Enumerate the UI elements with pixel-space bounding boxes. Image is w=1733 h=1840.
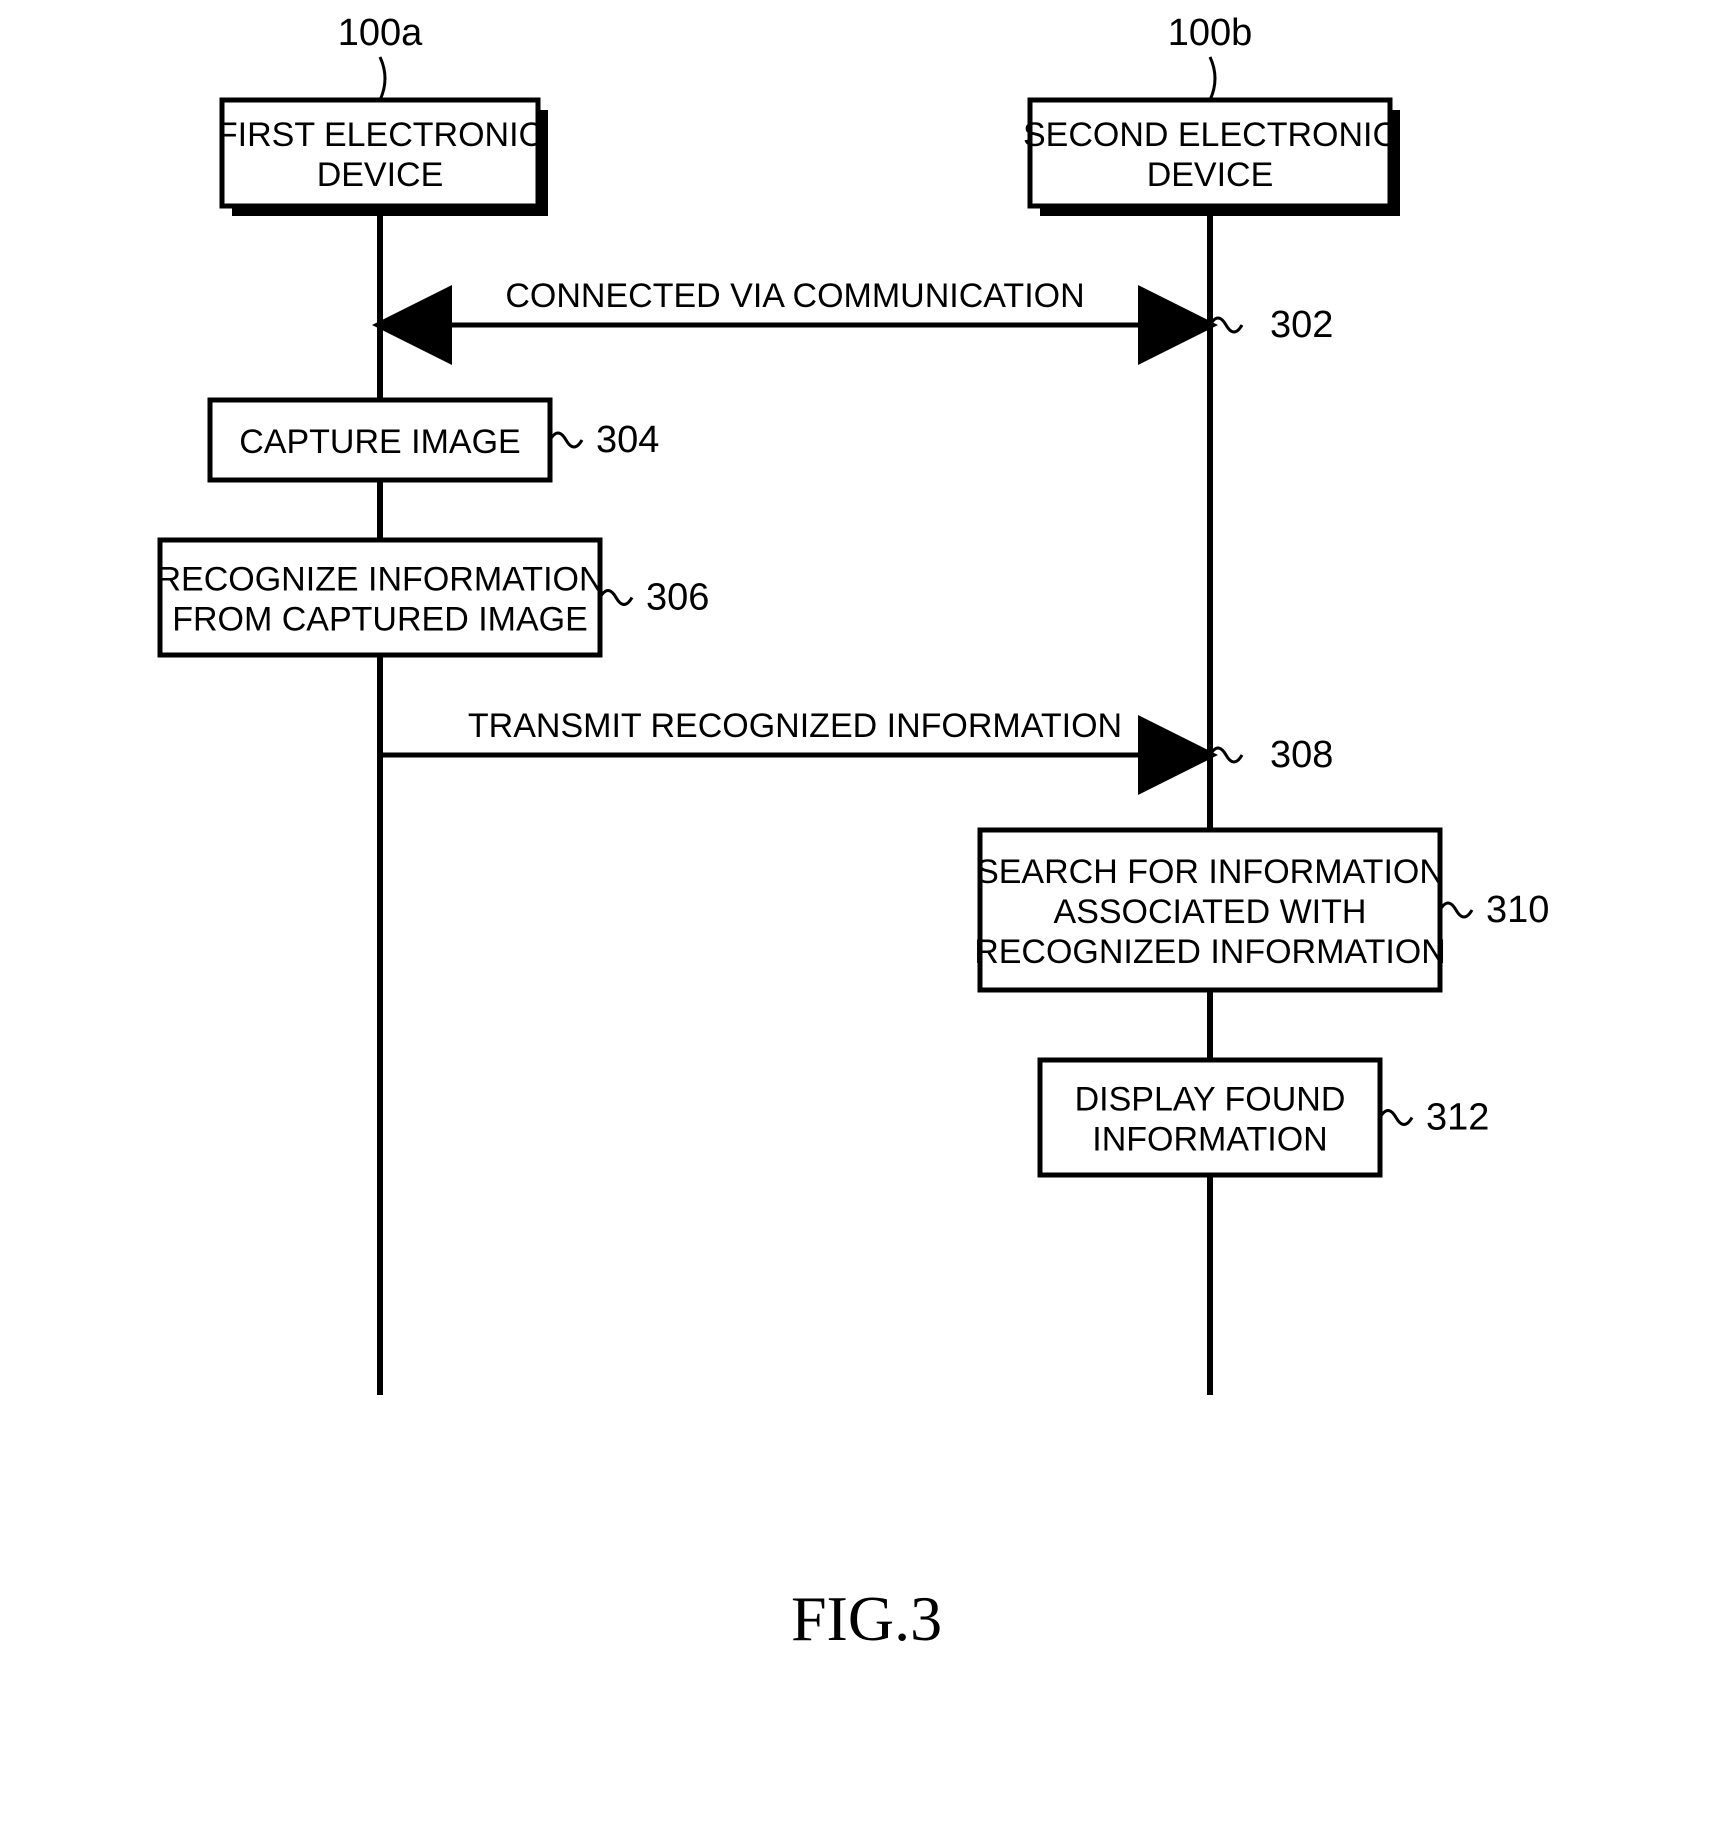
- step-capture-image-label-1: CAPTURE IMAGE: [239, 423, 520, 461]
- step-recognize-info-label-1: RECOGNIZE INFORMATION: [156, 560, 603, 598]
- participant-first-device-label-2: DEVICE: [317, 156, 444, 194]
- step-display-info-squiggle: [1380, 1111, 1412, 1125]
- step-recognize-info-squiggle: [600, 591, 632, 605]
- message-connected-label: CONNECTED VIA COMMUNICATION: [505, 277, 1084, 315]
- step-search-info-squiggle: [1440, 903, 1472, 917]
- step-capture-image-squiggle: [550, 433, 582, 447]
- step-recognize-info-label-2: FROM CAPTURED IMAGE: [172, 600, 588, 638]
- message-transmit-ref: 308: [1270, 734, 1333, 776]
- step-display-info-ref: 312: [1426, 1097, 1489, 1139]
- participant-first-device-ref: 100a: [338, 12, 423, 54]
- step-display-info-label-2: INFORMATION: [1092, 1120, 1327, 1158]
- participant-second-device-label-1: SECOND ELECTRONIC: [1023, 116, 1397, 154]
- step-search-info-label-2: ASSOCIATED WITH: [1054, 893, 1367, 931]
- figure-caption: FIG.3: [791, 1583, 942, 1654]
- step-display-info-label-1: DISPLAY FOUND: [1075, 1080, 1346, 1118]
- message-transmit-label: TRANSMIT RECOGNIZED INFORMATION: [468, 707, 1122, 745]
- step-recognize-info-ref: 306: [646, 577, 709, 619]
- participant-second-device-ref: 100b: [1168, 12, 1253, 54]
- message-connected-squiggle: [1210, 318, 1242, 332]
- step-capture-image-ref: 304: [596, 419, 659, 461]
- message-transmit-squiggle: [1210, 748, 1242, 762]
- participant-first-device-label-1: FIRST ELECTRONIC: [217, 116, 543, 154]
- participant-second-device-label-2: DEVICE: [1147, 156, 1274, 194]
- participant-second-device-ref-hook: [1210, 57, 1215, 100]
- message-connected-ref: 302: [1270, 304, 1333, 346]
- step-search-info-label-1: SEARCH FOR INFORMATION: [976, 853, 1444, 891]
- step-search-info-label-3: RECOGNIZED INFORMATION: [974, 933, 1446, 971]
- participant-first-device-ref-hook: [380, 57, 385, 100]
- step-search-info-ref: 310: [1486, 889, 1549, 931]
